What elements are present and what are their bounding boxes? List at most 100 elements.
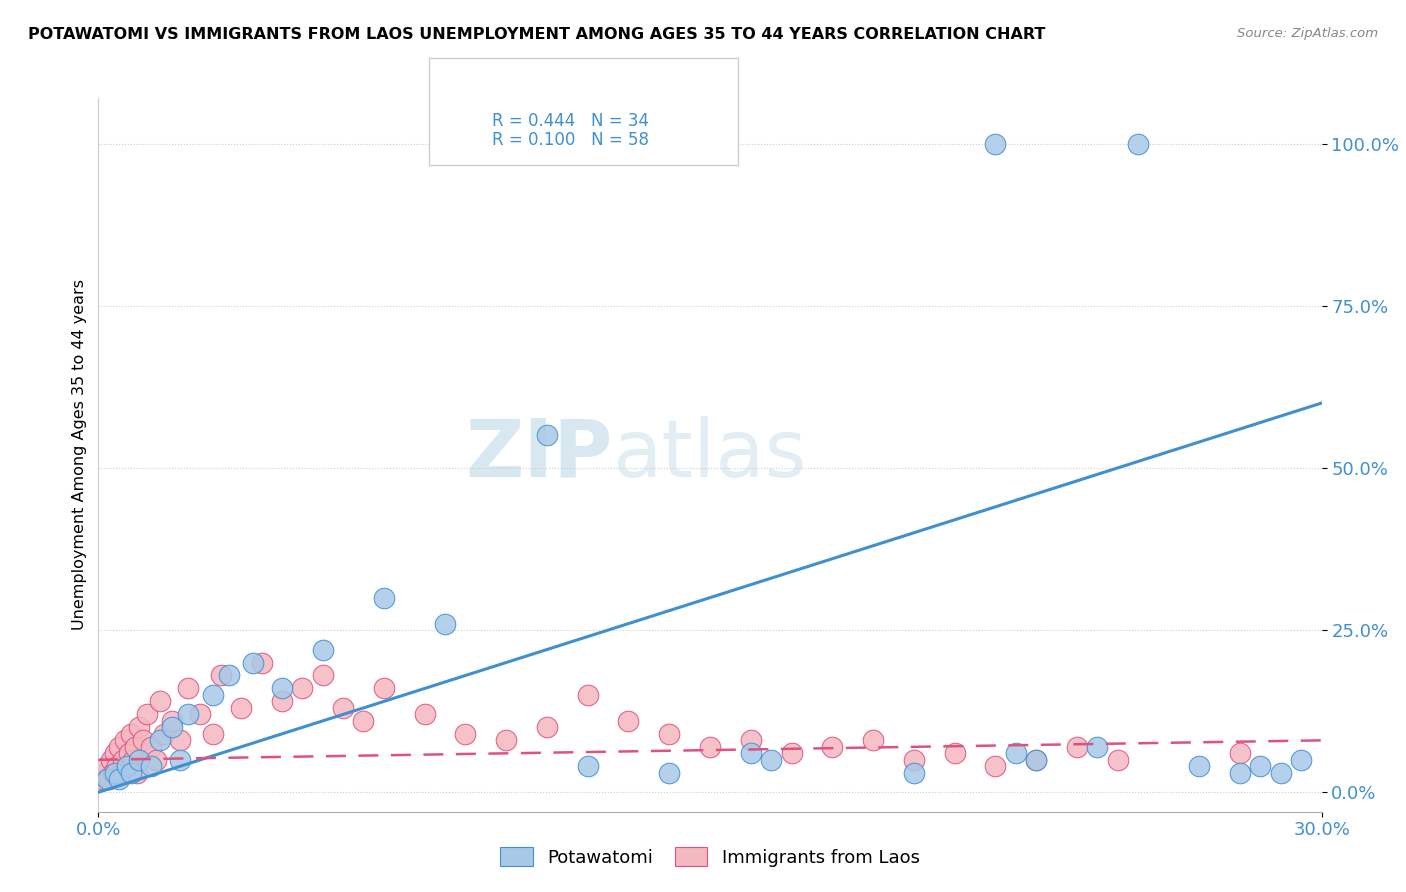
Point: [104, 747, 127, 761]
Point: [658, 727, 681, 741]
Point: [1025, 753, 1047, 767]
Point: [188, 707, 212, 722]
Point: [433, 616, 456, 631]
Point: [312, 642, 335, 657]
Point: [101, 765, 124, 780]
Point: [231, 701, 253, 715]
Point: [495, 733, 517, 747]
Point: [145, 753, 167, 767]
Point: [352, 714, 374, 728]
Point: [454, 727, 477, 741]
Text: Source: ZipAtlas.com: Source: ZipAtlas.com: [1237, 27, 1378, 40]
Point: [740, 733, 762, 747]
Point: [1249, 759, 1271, 773]
Point: [209, 668, 232, 682]
Point: [984, 759, 1007, 773]
Point: [862, 733, 884, 747]
Point: [1025, 753, 1047, 767]
Text: R = 0.100   N = 58: R = 0.100 N = 58: [492, 131, 650, 149]
Point: [122, 753, 145, 767]
Point: [141, 759, 163, 773]
Point: [91, 772, 114, 787]
Point: [373, 681, 395, 696]
Point: [160, 720, 183, 734]
Point: [740, 747, 762, 761]
Point: [149, 694, 172, 708]
Point: [118, 747, 141, 761]
Text: POTAWATOMI VS IMMIGRANTS FROM LAOS UNEMPLOYMENT AMONG AGES 35 TO 44 YEARS CORREL: POTAWATOMI VS IMMIGRANTS FROM LAOS UNEMP…: [28, 27, 1046, 42]
Point: [115, 759, 138, 773]
Point: [201, 727, 224, 741]
Point: [1128, 136, 1150, 151]
Point: [141, 739, 163, 754]
Point: [93, 765, 115, 780]
Point: [177, 681, 200, 696]
Point: [201, 688, 224, 702]
Point: [699, 739, 721, 754]
Point: [100, 753, 122, 767]
Point: [291, 681, 314, 696]
Point: [114, 733, 136, 747]
Point: [270, 681, 294, 696]
Point: [108, 772, 131, 787]
Point: [96, 759, 118, 773]
Point: [821, 739, 844, 754]
Point: [127, 765, 149, 780]
Point: [1004, 747, 1026, 761]
Point: [1229, 747, 1251, 761]
Point: [96, 772, 118, 787]
Point: [128, 720, 150, 734]
Point: [984, 136, 1007, 151]
Point: [218, 668, 240, 682]
Point: [169, 733, 191, 747]
Point: [104, 765, 127, 780]
Point: [780, 747, 803, 761]
Point: [110, 765, 132, 780]
Point: [312, 668, 335, 682]
Text: R = 0.444   N = 34: R = 0.444 N = 34: [492, 112, 650, 130]
Point: [160, 714, 183, 728]
Point: [136, 707, 159, 722]
Text: ZIP: ZIP: [465, 416, 612, 494]
Point: [128, 753, 150, 767]
Point: [1270, 765, 1292, 780]
Point: [576, 688, 599, 702]
Point: [105, 759, 128, 773]
Point: [152, 727, 174, 741]
Point: [1291, 753, 1313, 767]
Point: [903, 765, 925, 780]
Point: [903, 753, 925, 767]
Point: [124, 739, 146, 754]
Point: [270, 694, 294, 708]
Point: [576, 759, 599, 773]
Point: [332, 701, 354, 715]
Point: [120, 727, 142, 741]
Point: [250, 656, 273, 670]
Point: [617, 714, 640, 728]
Y-axis label: Unemployment Among Ages 35 to 44 years: Unemployment Among Ages 35 to 44 years: [72, 279, 87, 631]
Legend: Potawatomi, Immigrants from Laos: Potawatomi, Immigrants from Laos: [494, 840, 927, 874]
Point: [658, 765, 681, 780]
Point: [97, 772, 120, 787]
Point: [1188, 759, 1211, 773]
Point: [1066, 739, 1088, 754]
Point: [759, 753, 782, 767]
Point: [1107, 753, 1129, 767]
Point: [413, 707, 436, 722]
Point: [536, 428, 558, 442]
Point: [1085, 739, 1108, 754]
Point: [120, 765, 142, 780]
Point: [242, 656, 264, 670]
Text: atlas: atlas: [612, 416, 807, 494]
Point: [108, 739, 131, 754]
Point: [1229, 765, 1251, 780]
Point: [536, 720, 558, 734]
Point: [111, 753, 134, 767]
Point: [132, 733, 155, 747]
Point: [115, 759, 138, 773]
Point: [149, 733, 172, 747]
Point: [177, 707, 200, 722]
Point: [169, 753, 191, 767]
Point: [943, 747, 966, 761]
Point: [373, 591, 395, 605]
